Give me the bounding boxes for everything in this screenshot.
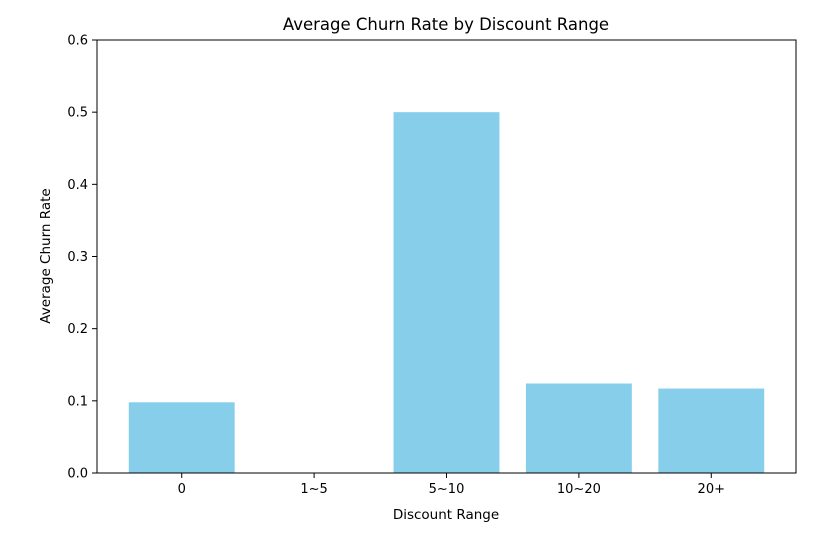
bar-0	[128, 402, 235, 473]
chart-title: Average Churn Rate by Discount Range	[283, 15, 609, 34]
y-tick-label-2: 0.2	[67, 322, 88, 337]
y-tick-label-0: 0.0	[67, 467, 88, 482]
bar-4	[658, 388, 765, 473]
x-tick-label-4: 20+	[698, 482, 725, 497]
y-axis-ticks: 0.0 0.1 0.2 0.3 0.4 0.5 0.6	[67, 34, 97, 482]
y-tick-label-3: 0.3	[67, 250, 88, 265]
x-axis-label: Discount Range	[393, 507, 499, 523]
bars-group	[128, 112, 765, 474]
x-tick-label-3: 10~20	[557, 482, 601, 497]
y-tick-label-5: 0.5	[67, 106, 88, 121]
x-tick-label-2: 5~10	[429, 482, 465, 497]
y-tick-label-1: 0.1	[67, 394, 88, 409]
y-axis-label: Average Churn Rate	[38, 188, 54, 323]
bar-2	[393, 112, 500, 474]
x-tick-label-1: 1~5	[300, 482, 327, 497]
x-axis-ticks: 0 1~5 5~10 10~20 20+	[178, 473, 725, 497]
x-tick-label-0: 0	[178, 482, 186, 497]
y-tick-label-6: 0.6	[67, 34, 88, 49]
bar-3	[525, 383, 632, 473]
y-tick-label-4: 0.4	[67, 178, 88, 193]
plot-frame	[96, 39, 797, 474]
